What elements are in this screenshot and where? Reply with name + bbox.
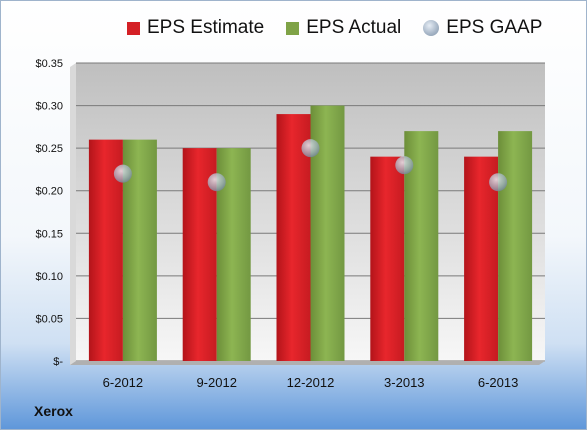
- marker-eps-gaap: [489, 173, 508, 192]
- bar-eps-actual: [498, 131, 533, 361]
- bar-eps-estimate: [370, 156, 405, 361]
- y-tick-label: $-: [53, 356, 63, 368]
- legend-marker-gaap: [423, 20, 440, 36]
- legend-label-gaap: EPS GAAP: [446, 17, 543, 38]
- y-tick-label: $0.05: [35, 313, 63, 325]
- y-tick-label: $0.20: [35, 186, 63, 198]
- legend-item-actual: EPS Actual: [286, 17, 401, 39]
- marker-eps-gaap: [207, 173, 226, 192]
- company-name: Xerox: [34, 403, 73, 419]
- x-tick-label: 3-2013: [384, 375, 424, 390]
- x-tick-label: 12-2012: [287, 375, 335, 390]
- y-tick-label: $0.30: [35, 101, 63, 113]
- y-tick-label: $0.35: [35, 58, 63, 70]
- legend-item-estimate: EPS Estimate: [127, 17, 264, 39]
- marker-eps-gaap: [301, 139, 320, 158]
- legend-swatch-actual: [286, 21, 300, 35]
- x-tick-label: 9-2012: [196, 375, 236, 390]
- legend-swatch-estimate: [127, 21, 140, 35]
- plot-floor: [70, 361, 545, 365]
- marker-eps-gaap: [395, 156, 414, 175]
- bar-eps-estimate: [276, 114, 311, 361]
- legend-label-estimate: EPS Estimate: [147, 17, 265, 38]
- y-tick-label: $0.15: [35, 228, 63, 240]
- y-tick-label: $0.10: [35, 271, 63, 283]
- legend-label-actual: EPS Actual: [306, 17, 402, 38]
- legend-item-gaap: EPS GAAP: [423, 17, 542, 39]
- chart-legend: EPS Estimate EPS Actual EPS GAAP: [127, 17, 564, 39]
- marker-eps-gaap: [113, 164, 132, 183]
- x-tick-label: 6-2013: [478, 375, 518, 390]
- x-tick-label: 6-2012: [103, 375, 143, 390]
- bar-eps-estimate: [464, 156, 499, 361]
- y-tick-label: $0.25: [35, 143, 63, 155]
